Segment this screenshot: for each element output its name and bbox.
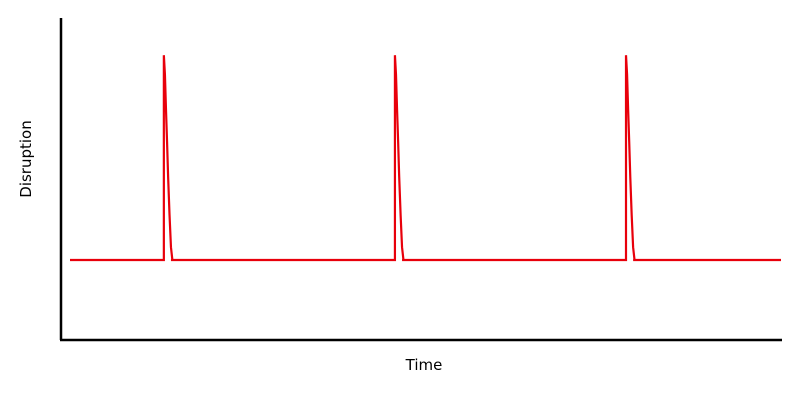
- series-line-1: [70, 55, 781, 262]
- series-layer: [70, 55, 781, 262]
- x-axis-label: Time: [405, 356, 443, 374]
- y-axis-label: Disruption: [17, 120, 35, 197]
